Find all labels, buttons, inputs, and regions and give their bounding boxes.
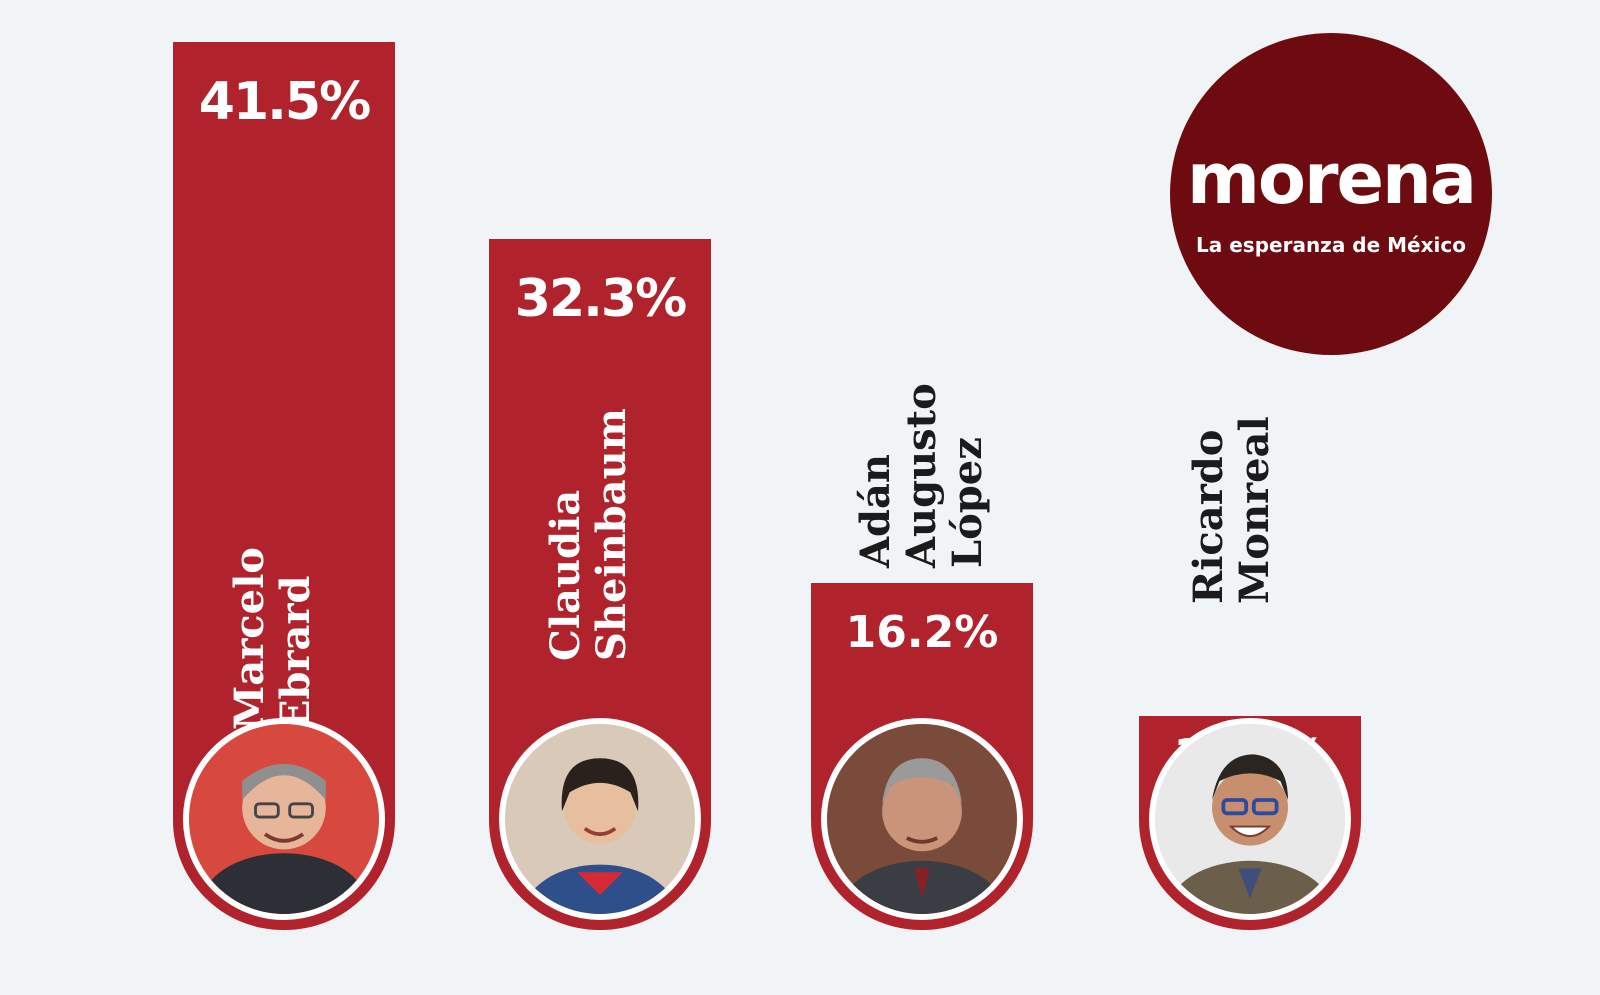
name-line: Sheinbaum bbox=[588, 408, 635, 661]
name-line: Augusto bbox=[898, 383, 945, 568]
name-label-claudia-sheinbaum: Claudia Sheinbaum bbox=[542, 408, 635, 661]
person-photo-icon bbox=[189, 724, 379, 914]
bar-ricardo-monreal: 10.0% bbox=[1139, 716, 1361, 930]
name-line: Monreal bbox=[1231, 416, 1278, 604]
avatar-marcelo-ebrard bbox=[183, 718, 385, 920]
name-line: Adán bbox=[852, 453, 899, 568]
name-line: Ricardo bbox=[1185, 429, 1232, 604]
name-line: Marcelo bbox=[226, 547, 273, 730]
avatar-adan-augusto-lopez bbox=[821, 718, 1023, 920]
name-line: Claudia bbox=[542, 489, 589, 661]
name-line: Ebrard bbox=[272, 575, 319, 731]
logo-wordmark: morena bbox=[1186, 138, 1477, 220]
value-label-marcelo-ebrard: 41.5% bbox=[198, 72, 371, 132]
bar-marcelo-ebrard: 41.5% Marcelo Ebrard bbox=[173, 42, 395, 930]
bar-claudia-sheinbaum: 32.3% Claudia Sheinbaum bbox=[489, 239, 711, 930]
avatar-ricardo-monreal bbox=[1149, 718, 1351, 920]
morena-logo: morena La esperanza de México bbox=[1170, 33, 1492, 355]
name-label-adan-augusto-lopez: Adán Augusto López bbox=[852, 383, 991, 568]
name-line: López bbox=[944, 437, 991, 568]
person-photo-icon bbox=[1155, 724, 1345, 914]
avatar-claudia-sheinbaum bbox=[499, 718, 701, 920]
value-label-claudia-sheinbaum: 32.3% bbox=[514, 269, 687, 329]
name-label-marcelo-ebrard: Marcelo Ebrard bbox=[226, 547, 319, 731]
logo-tagline: La esperanza de México bbox=[1196, 233, 1466, 257]
person-photo-icon bbox=[505, 724, 695, 914]
name-label-ricardo-monreal: Ricardo Monreal bbox=[1185, 416, 1278, 604]
person-photo-icon bbox=[827, 724, 1017, 914]
value-label-adan-augusto-lopez: 16.2% bbox=[845, 607, 999, 658]
bar-adan-augusto-lopez: 16.2% bbox=[811, 583, 1033, 930]
